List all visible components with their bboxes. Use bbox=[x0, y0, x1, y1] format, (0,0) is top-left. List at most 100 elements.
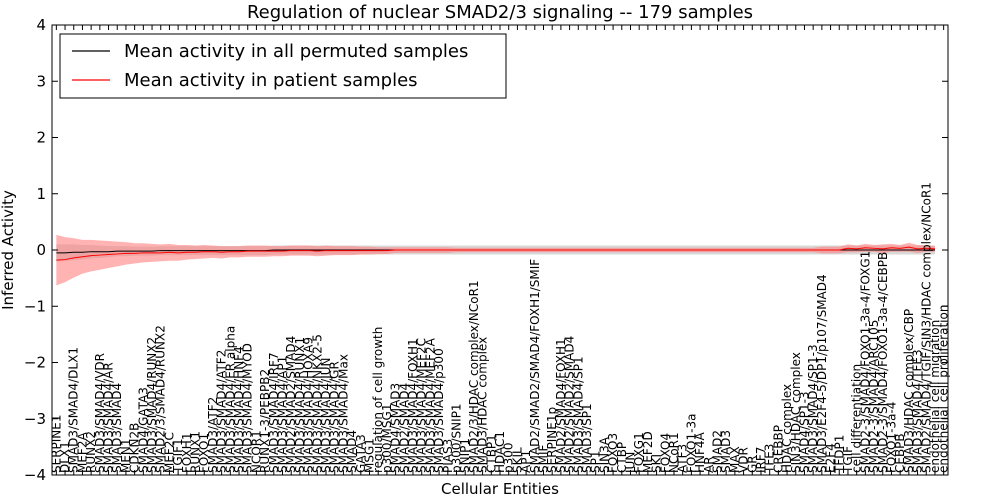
category-label: SP1 bbox=[589, 451, 603, 474]
category-label: p300/SNIP1 bbox=[450, 403, 464, 473]
category-label: PIAS3 bbox=[441, 439, 455, 473]
y-tick-label: −4 bbox=[24, 466, 46, 484]
category-label: SMAD3/SMAD4/MYOD bbox=[241, 343, 255, 473]
category-label: SMAD3/SMAD4/NKX2-5 bbox=[310, 334, 324, 473]
category-label: NCOR1 bbox=[249, 430, 263, 473]
category-label: SMAD3/SMAD4/ATF2 bbox=[215, 350, 229, 473]
category-label: TFDP1 bbox=[832, 435, 846, 474]
patient-band bbox=[56, 234, 935, 286]
category-label: GATA3 bbox=[354, 434, 368, 473]
category-label: AR bbox=[702, 456, 716, 473]
category-label: SMAD3/SMAD4/AP1 bbox=[276, 356, 290, 473]
category-label: FOXH1 bbox=[180, 433, 194, 473]
x-axis bbox=[55, 25, 945, 475]
y-tick-label: 2 bbox=[36, 129, 46, 147]
category-label: regulation of cell growth bbox=[371, 327, 385, 473]
category-label: SERPINE1p bbox=[545, 407, 559, 473]
category-label: SMAD2/SMAD2/SMAD4/FOXH1/SMIF bbox=[528, 259, 542, 473]
category-label: MEF2A bbox=[75, 432, 89, 473]
chart-title: Regulation of nuclear SMAD2/3 signaling … bbox=[247, 2, 753, 23]
category-label: FOXO4 bbox=[658, 433, 672, 473]
category-label: SMAD3/SMAD4/MEF2C bbox=[415, 338, 429, 473]
category-label: CREBBP bbox=[771, 425, 785, 473]
category-label: RUNX1 bbox=[189, 431, 203, 473]
category-label: SMAD3/SMAD4/DLX1 bbox=[67, 347, 81, 473]
category-label: p300 bbox=[502, 442, 516, 473]
category-label: NCoR1 bbox=[667, 432, 681, 473]
category-label: MEN1 bbox=[119, 438, 133, 473]
y-tick-label: −3 bbox=[24, 410, 46, 428]
category-label: SMAD2/SMAD4/TGIF/SIN3/HDAC complex/NCoR1 bbox=[919, 182, 933, 473]
category-label: SMAD3/SMAD4/FOXH1 bbox=[406, 338, 420, 473]
y-axis: −4 −3 −2 −1 0 1 2 3 4 bbox=[24, 16, 948, 484]
category-label: SMAD3/SMAD4/RUNX2 bbox=[145, 337, 159, 473]
category-label: HDAC complex bbox=[780, 384, 794, 473]
category-label: CTBP1 bbox=[484, 434, 498, 473]
y-tick-label: 0 bbox=[36, 241, 46, 259]
category-label: SMAD3/SMAD4/SP1-3 bbox=[806, 344, 820, 473]
category-label: SIN3/HDAC complex bbox=[789, 352, 803, 473]
category-label: FOXO1-3a-4 bbox=[884, 402, 898, 473]
category-label: SMAD2 bbox=[710, 430, 724, 473]
category-label: SMAD3/SP1 bbox=[580, 403, 594, 473]
category-label: DLX1 bbox=[58, 441, 72, 473]
category-label: SMAD2-3/SMAD4/FOXO1-3a-4/FOXG1 bbox=[858, 251, 872, 473]
category-label: SERPINE1 bbox=[49, 414, 63, 473]
category-label: FOXO3 bbox=[606, 433, 620, 473]
category-label: SMAD3/SMAD4/p300 bbox=[432, 348, 446, 473]
series-line-patient bbox=[56, 246, 935, 261]
category-label: SMAD2/SMAD2/SMAD4 bbox=[563, 336, 577, 473]
category-label: endothelial cell proliferation bbox=[937, 305, 951, 473]
y-tick-label: −1 bbox=[24, 297, 46, 315]
category-label: SMAD3/SMAD4/MEF2A bbox=[423, 337, 437, 473]
category-label: CEBPB bbox=[893, 433, 907, 473]
y-axis-label: Inferred Activity bbox=[0, 190, 17, 310]
category-label: SMAD3/E2F4-5/DP1/p107/SMAD4 bbox=[815, 274, 829, 473]
y-tick-label: 4 bbox=[36, 16, 46, 34]
category-label: CDKN2B bbox=[128, 423, 142, 473]
category-label: SMAD3 bbox=[719, 430, 733, 473]
category-label: CTBP bbox=[615, 442, 629, 473]
category-label: HDAC1 bbox=[493, 431, 507, 473]
category-label: endothelial cell migration bbox=[928, 320, 942, 473]
category-label: SMAD3/SMAD4/JUN bbox=[319, 358, 333, 474]
category-label: FOXO1 bbox=[197, 433, 211, 473]
category-label: SMAD2/SMAD2/SMAD4 bbox=[284, 336, 298, 473]
category-label: SMAD2/SMAD4/FOXH1 bbox=[554, 338, 568, 473]
category-label: TFE3 bbox=[763, 444, 777, 474]
category-label: SMAD2/3/HDAC complex/NCoR1 bbox=[467, 280, 481, 473]
legend-label-patient: Mean activity in patient samples bbox=[124, 70, 418, 91]
series-lines bbox=[56, 246, 935, 261]
category-label: SMAD4 bbox=[345, 430, 359, 473]
category-label: SMAD2-3/SMAD4/ARC105 bbox=[867, 320, 881, 473]
category-label: cell differentiation bbox=[850, 364, 864, 473]
category-label: JUN bbox=[623, 452, 637, 474]
category-label: SNIP1 bbox=[458, 438, 472, 473]
category-label: FOXG1 bbox=[632, 432, 646, 473]
category-label: SMAD3/SMAD4/ER alpha bbox=[223, 326, 237, 473]
category-label: MEF2C bbox=[162, 432, 176, 473]
x-axis-label: Cellular Entities bbox=[441, 480, 559, 498]
category-label: RUNX1-3/PEBPB2 bbox=[258, 369, 272, 473]
confidence-bands bbox=[56, 234, 935, 286]
category-label: E2F4 bbox=[824, 443, 838, 473]
category-label: SMAD3/SMAD4/IRF7 bbox=[267, 352, 281, 473]
category-label: SMAD3/HDAC complex bbox=[476, 337, 490, 473]
category-label: SMAD3/SMAD4/RUNX1 bbox=[293, 337, 307, 473]
category-label: SMAD4/SMAD3 bbox=[389, 383, 403, 473]
category-label: GR bbox=[745, 455, 759, 473]
y-tick-label: 1 bbox=[36, 185, 46, 203]
y-tick-label: −2 bbox=[24, 354, 46, 372]
category-label: SKIL bbox=[510, 447, 524, 473]
category-label: IRF7 bbox=[754, 447, 768, 473]
category-label: SKI bbox=[650, 454, 664, 473]
category-label: SMAD2/SMAD4 bbox=[397, 383, 411, 473]
category-label: SMAD3/HDAC complex/CBP bbox=[902, 309, 916, 473]
legend-box bbox=[59, 33, 507, 99]
category-label: MSG1 bbox=[363, 438, 377, 473]
legend: Mean activity in all permuted samples Me… bbox=[59, 33, 507, 99]
category-label: SMAD2/3/SMAD4/RUNX2 bbox=[154, 325, 168, 473]
category-label: TGIF bbox=[841, 446, 855, 474]
category-label: SMAD3/SMAD4/SP1 bbox=[571, 356, 585, 473]
